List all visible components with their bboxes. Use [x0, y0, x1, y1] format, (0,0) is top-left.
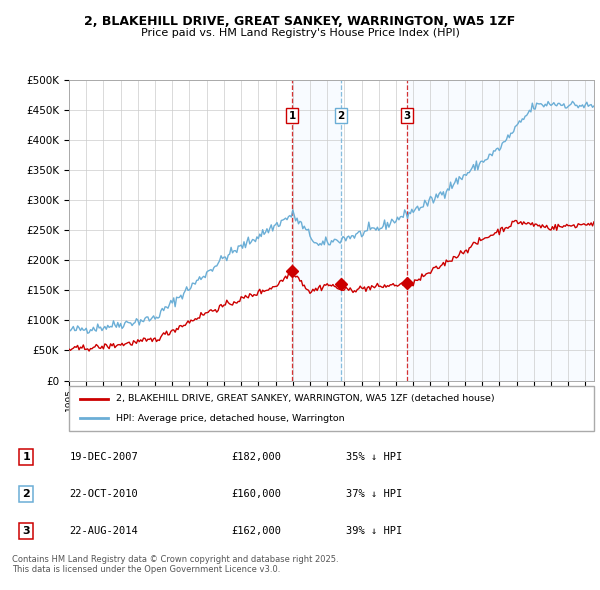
Text: 3: 3	[23, 526, 30, 536]
Text: £162,000: £162,000	[231, 526, 281, 536]
Text: Price paid vs. HM Land Registry's House Price Index (HPI): Price paid vs. HM Land Registry's House …	[140, 28, 460, 38]
Text: 19-DEC-2007: 19-DEC-2007	[70, 453, 139, 463]
FancyBboxPatch shape	[69, 386, 594, 431]
Text: 22-OCT-2010: 22-OCT-2010	[70, 489, 139, 499]
Text: 22-AUG-2014: 22-AUG-2014	[70, 526, 139, 536]
Text: 2, BLAKEHILL DRIVE, GREAT SANKEY, WARRINGTON, WA5 1ZF (detached house): 2, BLAKEHILL DRIVE, GREAT SANKEY, WARRIN…	[116, 394, 495, 404]
Text: 35% ↓ HPI: 35% ↓ HPI	[346, 453, 403, 463]
Text: 1: 1	[289, 111, 296, 121]
Text: 39% ↓ HPI: 39% ↓ HPI	[346, 526, 403, 536]
Bar	[292, 80, 341, 381]
Text: £160,000: £160,000	[231, 489, 281, 499]
Text: £182,000: £182,000	[231, 453, 281, 463]
Text: HPI: Average price, detached house, Warrington: HPI: Average price, detached house, Warr…	[116, 414, 345, 423]
Text: 3: 3	[403, 111, 410, 121]
Text: 2, BLAKEHILL DRIVE, GREAT SANKEY, WARRINGTON, WA5 1ZF: 2, BLAKEHILL DRIVE, GREAT SANKEY, WARRIN…	[85, 15, 515, 28]
Text: 2: 2	[338, 111, 345, 121]
Text: 1: 1	[23, 453, 30, 463]
Bar	[407, 80, 594, 381]
Text: Contains HM Land Registry data © Crown copyright and database right 2025.
This d: Contains HM Land Registry data © Crown c…	[12, 555, 338, 574]
Text: 2: 2	[23, 489, 30, 499]
Text: 37% ↓ HPI: 37% ↓ HPI	[346, 489, 403, 499]
